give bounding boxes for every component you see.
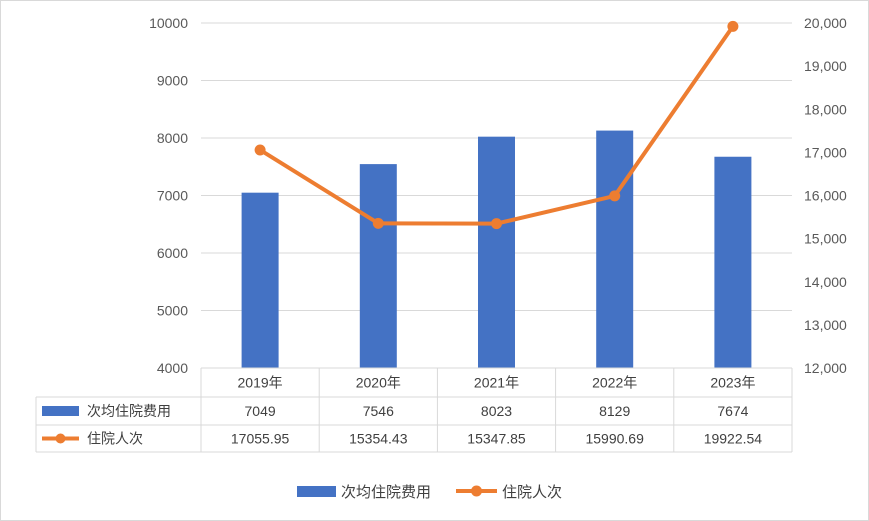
right-y-axis: 12,000 13,000 14,000 15,000 16,000 17,000 18,0… bbox=[804, 15, 847, 376]
bar bbox=[596, 130, 634, 368]
table-cell: 19922.54 bbox=[704, 431, 763, 447]
table-cell: 8023 bbox=[481, 403, 512, 419]
legend: 次均住院费用 住院人次 bbox=[297, 483, 562, 501]
right-tick-label: 18,000 bbox=[804, 101, 847, 117]
table-cell: 7546 bbox=[363, 403, 394, 419]
table-cell: 15354.43 bbox=[349, 431, 408, 447]
table-series-name: 住院人次 bbox=[87, 431, 143, 447]
legend-label: 住院人次 bbox=[502, 483, 562, 501]
right-tick-label: 13,000 bbox=[804, 317, 847, 333]
category-label: 2021年 bbox=[474, 375, 519, 391]
right-tick-label: 14,000 bbox=[804, 274, 847, 290]
category-label: 2020年 bbox=[356, 375, 401, 391]
category-label: 2022年 bbox=[592, 375, 637, 391]
legend-line-marker bbox=[471, 485, 482, 497]
right-tick-label: 17,000 bbox=[804, 144, 847, 160]
bar bbox=[714, 156, 752, 368]
right-tick-label: 19,000 bbox=[804, 58, 847, 74]
right-tick-label: 12,000 bbox=[804, 360, 847, 376]
line-point bbox=[491, 218, 502, 230]
table-series-name: 次均住院费用 bbox=[87, 403, 171, 419]
left-tick-label: 8000 bbox=[157, 130, 188, 146]
line-point bbox=[727, 20, 739, 32]
right-tick-label: 20,000 bbox=[804, 15, 847, 31]
table-cell: 7049 bbox=[245, 403, 276, 419]
bar bbox=[478, 136, 515, 368]
line-point bbox=[609, 190, 621, 202]
table-line-key-marker bbox=[55, 433, 66, 444]
category-label: 2019年 bbox=[238, 375, 283, 391]
legend-bar-key bbox=[297, 486, 336, 497]
left-tick-label: 7000 bbox=[157, 188, 188, 204]
left-tick-label: 6000 bbox=[157, 245, 188, 261]
table-cell: 15347.85 bbox=[467, 431, 526, 447]
line-series bbox=[254, 20, 739, 230]
line-point bbox=[254, 144, 266, 156]
table-cell: 7674 bbox=[717, 403, 748, 419]
table-cell: 15990.69 bbox=[585, 431, 644, 447]
left-tick-label: 5000 bbox=[157, 303, 188, 319]
left-tick-label: 4000 bbox=[157, 360, 188, 376]
table-cell: 17055.95 bbox=[231, 431, 290, 447]
right-tick-label: 16,000 bbox=[804, 188, 847, 204]
table-bar-key bbox=[42, 406, 79, 416]
left-tick-label: 10000 bbox=[149, 15, 188, 31]
bar bbox=[241, 192, 279, 368]
left-tick-label: 9000 bbox=[157, 73, 188, 89]
line-point bbox=[372, 217, 384, 229]
bar bbox=[359, 164, 397, 368]
left-y-axis: 4000 5000 6000 7000 8000 9000 10000 bbox=[149, 15, 188, 376]
table-cell: 8129 bbox=[599, 403, 630, 419]
bar-series bbox=[241, 130, 752, 368]
right-tick-label: 15,000 bbox=[804, 231, 847, 247]
category-label: 2023年 bbox=[710, 375, 755, 391]
legend-label: 次均住院费用 bbox=[341, 483, 431, 501]
